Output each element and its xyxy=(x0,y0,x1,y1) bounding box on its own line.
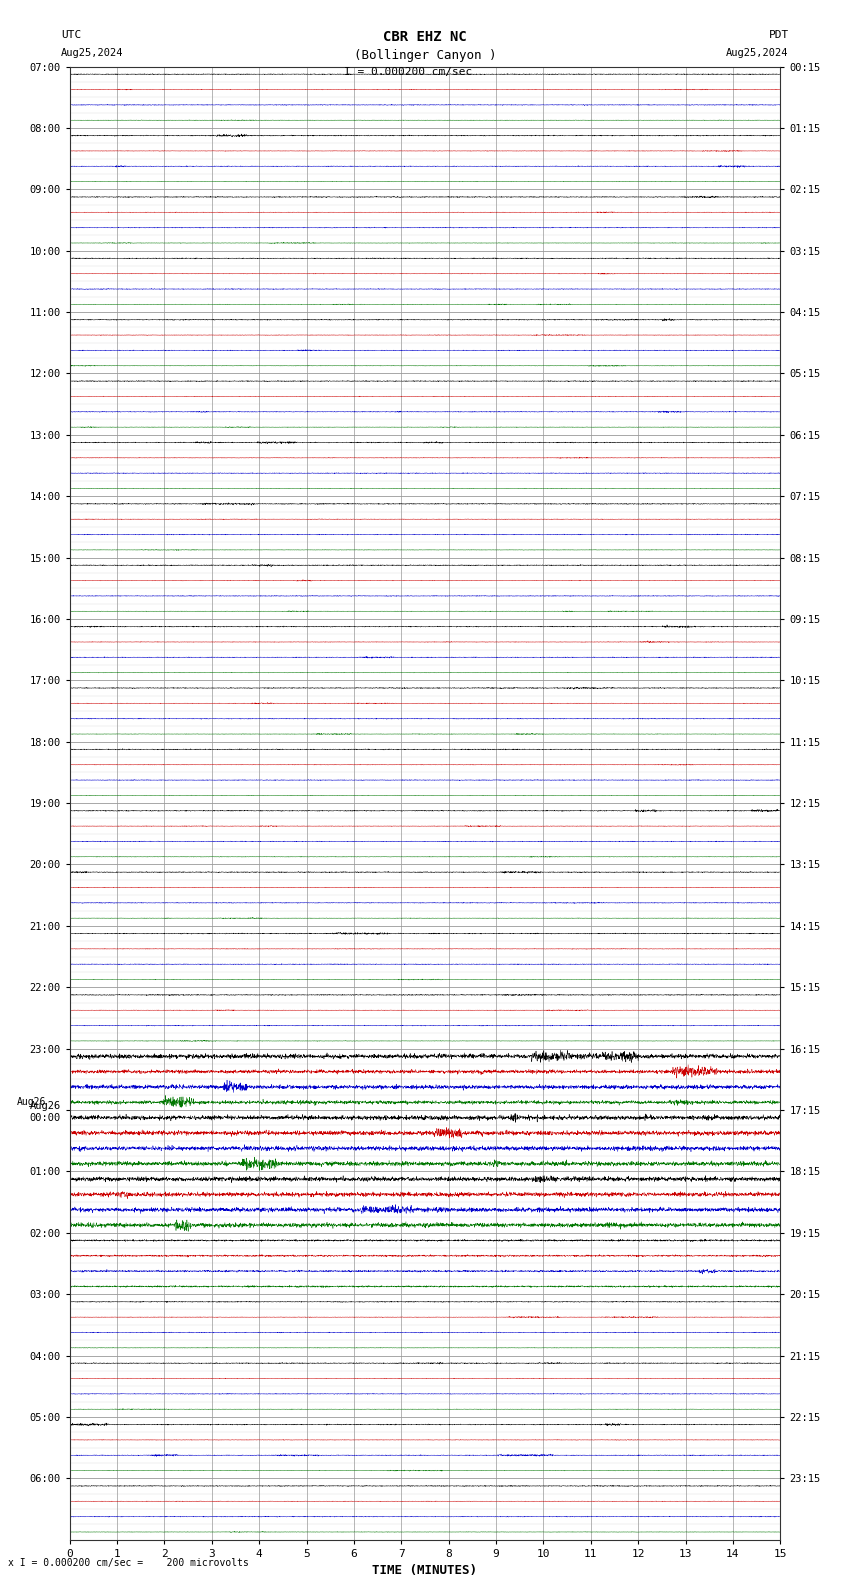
Text: x I = 0.000200 cm/sec =    200 microvolts: x I = 0.000200 cm/sec = 200 microvolts xyxy=(8,1559,249,1568)
Text: UTC: UTC xyxy=(61,30,82,40)
Text: PDT: PDT xyxy=(768,30,789,40)
Text: Aug25,2024: Aug25,2024 xyxy=(61,48,124,57)
Text: I = 0.000200 cm/sec: I = 0.000200 cm/sec xyxy=(344,67,472,76)
Text: Aug25,2024: Aug25,2024 xyxy=(726,48,789,57)
Text: (Bollinger Canyon ): (Bollinger Canyon ) xyxy=(354,49,496,62)
Text: Aug26: Aug26 xyxy=(17,1098,46,1107)
Text: CBR EHZ NC: CBR EHZ NC xyxy=(383,30,467,44)
X-axis label: TIME (MINUTES): TIME (MINUTES) xyxy=(372,1565,478,1578)
